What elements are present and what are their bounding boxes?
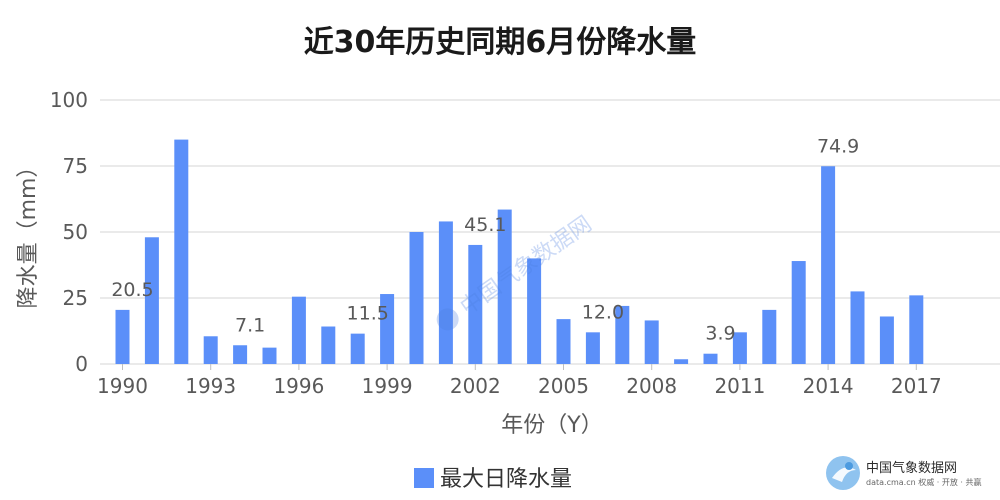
- bar-2009: [674, 359, 689, 364]
- data-label: 12.0: [582, 301, 624, 323]
- bar-2011: [732, 332, 747, 364]
- bar-1993: [203, 336, 218, 364]
- x-tick-label: 1993: [185, 374, 236, 398]
- bar-1990: [115, 309, 130, 364]
- bar-2013: [791, 261, 806, 364]
- x-tick-label: 1999: [362, 374, 413, 398]
- logo-watermark: 中国气象数据网 data.cma.cn 权威 · 开放 · 共赢: [826, 456, 981, 490]
- data-label: 3.9: [705, 323, 735, 345]
- bar-2002: [468, 244, 483, 364]
- bar-2016: [879, 316, 894, 364]
- x-axis-ticks: 1990 1993 1996 1999 2002 2005 2008 2011 2014 2017: [97, 364, 942, 398]
- bar-1991: [144, 237, 159, 364]
- data-labels: 20.5 7.1 11.5 45.1 12.0 3.9 74.9: [111, 135, 859, 344]
- x-tick-label: 2005: [538, 374, 589, 398]
- chart-title: 近30年历史同期6月份降水量: [304, 25, 697, 60]
- bar-2006: [585, 332, 600, 364]
- bar-1992: [174, 139, 189, 364]
- bar-1996: [291, 296, 306, 364]
- bar-1998: [350, 333, 365, 364]
- x-tick-label: 2002: [450, 374, 501, 398]
- bar-2010: [703, 353, 718, 364]
- bars: [115, 139, 924, 364]
- bar-2017: [909, 295, 924, 364]
- x-tick-label: 2008: [626, 374, 677, 398]
- x-tick-label: 2017: [891, 374, 942, 398]
- x-tick-label: 2014: [803, 374, 854, 398]
- bar-2008: [644, 320, 659, 364]
- legend: 最大日降水量: [414, 467, 572, 492]
- x-tick-label: 1996: [273, 374, 324, 398]
- bar-2005: [556, 319, 571, 364]
- bar-2000: [409, 232, 424, 364]
- logo-title: 中国气象数据网: [866, 460, 957, 476]
- data-label: 74.9: [817, 135, 859, 157]
- bar-2015: [850, 291, 865, 364]
- x-axis-title: 年份（Y）: [501, 413, 602, 438]
- bar-2001: [438, 221, 453, 364]
- bar-2003: [497, 209, 512, 364]
- data-label: 20.5: [111, 279, 153, 301]
- gridlines: [100, 99, 1000, 365]
- y-tick-label: 75: [63, 154, 88, 178]
- bar-1999: [380, 294, 395, 364]
- bar-2014: [821, 166, 836, 364]
- y-axis-title: 降水量（mm）: [16, 156, 41, 309]
- y-tick-label: 25: [63, 286, 88, 310]
- bar-1997: [321, 326, 336, 364]
- bar-2004: [527, 258, 542, 364]
- legend-swatch: [414, 468, 434, 488]
- y-axis-ticks: 0 25 50 75 100: [50, 88, 88, 376]
- logo-subtitle: data.cma.cn 权威 · 开放 · 共赢: [866, 477, 981, 487]
- data-label: 7.1: [235, 314, 265, 336]
- data-label: 11.5: [347, 303, 389, 325]
- bar-1994: [233, 345, 248, 364]
- center-watermark: 中国气象数据网: [436, 212, 597, 331]
- bar-2007: [615, 305, 630, 364]
- y-tick-label: 0: [75, 352, 88, 376]
- y-tick-label: 100: [50, 88, 88, 112]
- y-tick-label: 50: [63, 220, 88, 244]
- x-tick-label: 2011: [714, 374, 765, 398]
- watermark-logo-icon: [436, 308, 459, 331]
- legend-label: 最大日降水量: [440, 467, 572, 492]
- data-label: 45.1: [464, 214, 506, 236]
- x-tick-label: 1990: [97, 374, 148, 398]
- bar-2012: [762, 309, 777, 364]
- bar-1995: [262, 347, 277, 364]
